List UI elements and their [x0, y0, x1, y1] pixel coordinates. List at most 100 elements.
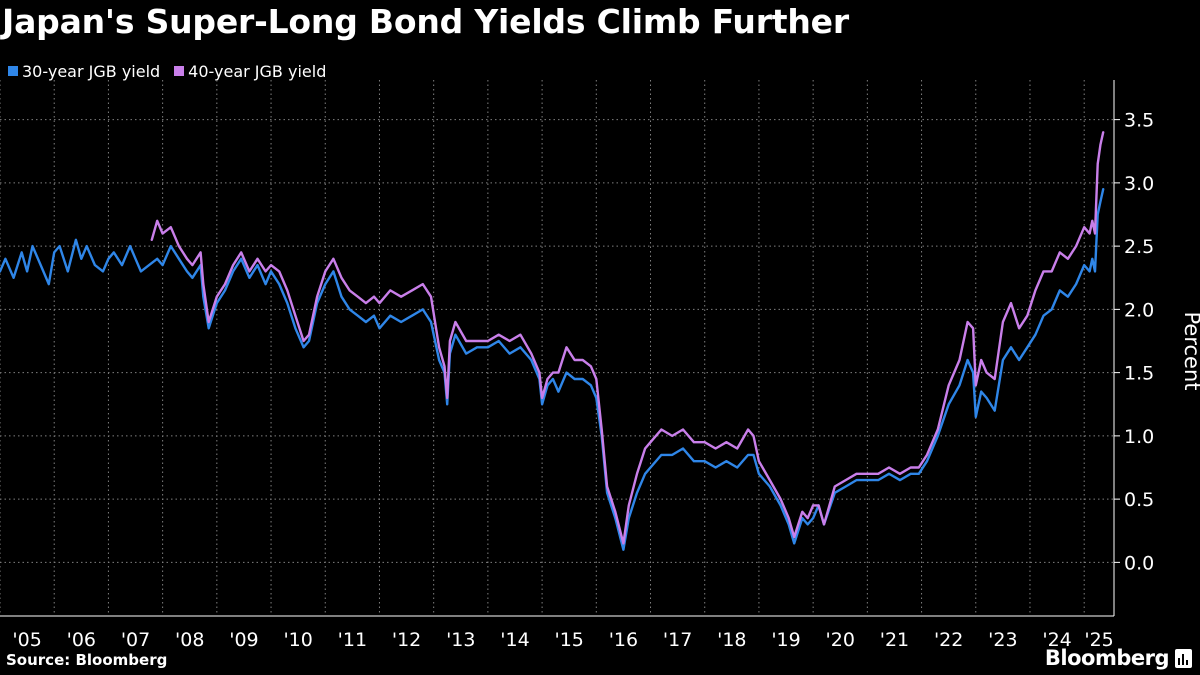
data-point-40y — [1058, 251, 1061, 254]
data-point-30y — [465, 352, 468, 355]
data-point-40y — [421, 283, 424, 285]
y-tick-label: 2.5 — [1124, 236, 1154, 258]
data-point-40y — [844, 479, 847, 482]
y-tick-label: 1.5 — [1124, 363, 1154, 385]
x-tick-label: '24 — [1042, 629, 1071, 650]
data-point-30y — [1018, 359, 1021, 361]
data-point-40y — [169, 226, 172, 229]
data-point-30y — [552, 378, 554, 380]
x-tick-label: '07 — [121, 629, 150, 650]
data-point-30y — [215, 302, 218, 304]
data-point-30y — [589, 384, 592, 387]
data-point-40y — [1075, 245, 1077, 248]
legend-label-40y: 40-year JGB yield — [188, 61, 327, 81]
data-point-40y — [232, 264, 234, 266]
data-point-30y — [1067, 295, 1069, 298]
data-point-40y — [302, 340, 305, 342]
data-point-40y — [508, 340, 511, 342]
data-point-30y — [202, 295, 205, 298]
data-point-30y — [324, 283, 327, 285]
data-point-30y — [140, 270, 142, 273]
data-point-30y — [400, 321, 403, 323]
data-point-40y — [224, 283, 226, 285]
data-point-30y — [66, 270, 69, 273]
data-point-30y — [1096, 213, 1099, 216]
y-tick-label: 0.5 — [1124, 489, 1154, 511]
data-point-30y — [47, 283, 50, 285]
y-axis-label: Percent — [1180, 311, 1200, 390]
x-tick-label: '22 — [934, 629, 963, 650]
data-point-30y — [714, 466, 717, 469]
data-point-40y — [877, 472, 880, 475]
data-point-30y — [508, 352, 511, 355]
data-point-30y — [102, 270, 104, 273]
data-point-30y — [917, 472, 920, 475]
data-point-40y — [622, 542, 625, 545]
data-point-40y — [340, 276, 343, 279]
data-point-40y — [980, 359, 983, 361]
data-point-40y — [1096, 163, 1099, 165]
data-point-30y — [446, 403, 449, 406]
data-point-40y — [936, 428, 939, 431]
data-point-40y — [1099, 144, 1102, 146]
data-point-30y — [438, 359, 440, 361]
data-point-30y — [240, 257, 243, 260]
data-point-30y — [26, 270, 29, 273]
data-point-40y — [736, 447, 739, 450]
data-point-30y — [497, 340, 500, 342]
data-point-30y — [801, 517, 804, 519]
data-point-30y — [898, 479, 901, 482]
data-point-40y — [1034, 289, 1037, 292]
data-point-40y — [627, 504, 630, 507]
data-point-30y — [430, 321, 432, 323]
data-point-40y — [389, 289, 392, 292]
data-point-40y — [787, 517, 790, 519]
data-point-30y — [85, 245, 88, 248]
data-point-40y — [546, 378, 549, 380]
data-point-40y — [985, 371, 988, 374]
data-point-30y — [177, 257, 180, 260]
x-tick-label: '08 — [175, 629, 204, 650]
data-point-40y — [606, 485, 609, 488]
data-point-30y — [1042, 314, 1045, 317]
data-point-40y — [614, 510, 617, 513]
data-point-30y — [1058, 289, 1061, 292]
data-point-40y — [768, 479, 771, 482]
data-point-30y — [286, 302, 289, 304]
data-point-30y — [926, 460, 928, 463]
data-point-40y — [1001, 321, 1004, 323]
data-point-30y — [747, 453, 749, 456]
data-point-30y — [191, 276, 194, 279]
data-point-30y — [557, 390, 560, 393]
data-point-40y — [191, 264, 194, 266]
data-point-40y — [1067, 257, 1069, 260]
data-point-40y — [855, 472, 858, 475]
data-point-40y — [660, 428, 663, 431]
data-point-40y — [294, 314, 297, 317]
data-point-30y — [93, 264, 96, 266]
data-point-30y — [308, 340, 310, 342]
legend-swatch-40y — [174, 66, 185, 76]
data-point-30y — [156, 257, 159, 260]
data-point-30y — [39, 264, 42, 266]
data-point-40y — [823, 523, 825, 526]
x-tick-label: '10 — [283, 629, 312, 650]
data-point-40y — [541, 397, 543, 399]
data-point-30y — [112, 251, 115, 254]
data-point-40y — [270, 264, 272, 266]
legend-item-40y: 40-year JGB yield — [174, 62, 326, 81]
data-point-30y — [348, 308, 351, 311]
data-point-30y — [248, 276, 251, 279]
data-point-30y — [581, 378, 584, 380]
data-point-40y — [1088, 232, 1091, 235]
x-tick-label: '13 — [446, 629, 475, 650]
data-point-30y — [1091, 257, 1094, 260]
data-point-30y — [1026, 346, 1029, 349]
data-point-40y — [324, 270, 327, 273]
data-point-30y — [332, 270, 335, 273]
data-point-40y — [636, 472, 638, 475]
data-point-30y — [1075, 283, 1077, 285]
data-point-40y — [332, 257, 335, 260]
x-tick-label: '25 — [1084, 629, 1113, 650]
data-point-30y — [134, 257, 137, 260]
